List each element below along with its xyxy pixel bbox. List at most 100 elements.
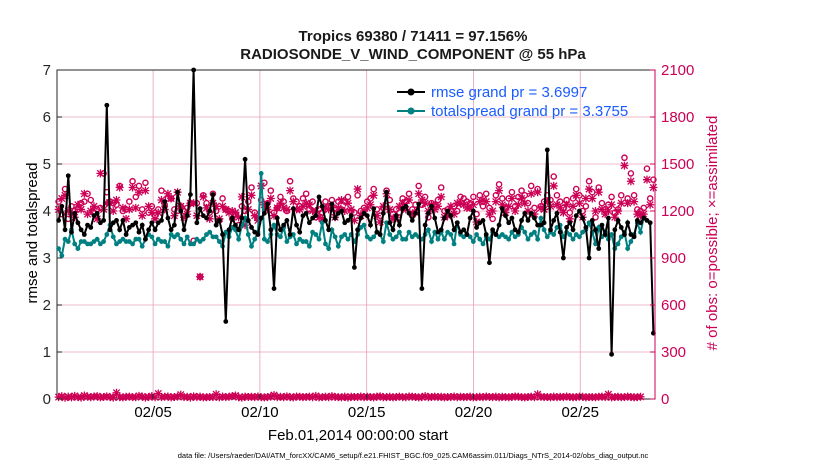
y-axis-left-label: rmse and totalspread	[24, 163, 41, 304]
totalspread-point	[477, 236, 483, 242]
axis-ticks: 02/05 02/10 02/15 02/20 02/25 0 1 2 3 4 5 6 7 0 300 600…	[43, 62, 695, 421]
totalspread-point	[175, 232, 180, 237]
obs-assimilated-marker	[385, 205, 394, 214]
rmse-point	[223, 319, 229, 324]
obs-bottom-marker	[151, 393, 160, 402]
obs-bottom-marker	[311, 391, 320, 400]
rmse-point	[210, 192, 216, 197]
obs-bottom-marker	[231, 391, 240, 400]
rmse-point	[403, 203, 409, 209]
obs-assimilated-marker	[109, 207, 118, 215]
rmse-point	[490, 227, 496, 233]
legend-spread-label: totalspread grand pr = 3.3755	[431, 103, 628, 120]
obs-bottom-marker	[266, 392, 275, 401]
obs-bottom-marker	[343, 393, 352, 402]
rmse-point	[59, 203, 65, 209]
obs-assimilated-marker	[266, 194, 275, 203]
obs-possible-marker	[158, 187, 165, 194]
rmse-point	[69, 229, 74, 235]
totalspread-point	[75, 246, 81, 252]
x-tick-label: 02/05	[134, 404, 172, 421]
totalspread-point	[638, 229, 643, 235]
totalspread-point	[216, 239, 222, 244]
totalspread-point	[544, 234, 550, 240]
obs-bottom-marker	[466, 392, 475, 401]
obs-possible-marker	[267, 187, 275, 194]
rmse-point	[461, 227, 467, 233]
totalspread-point	[207, 229, 213, 235]
rmse-point	[226, 227, 232, 233]
rmse-point	[448, 213, 454, 219]
rmse-point	[255, 232, 261, 237]
rmse-point	[425, 210, 431, 216]
totalspread-point	[335, 243, 341, 249]
obs-assimilated-marker	[212, 202, 221, 211]
obs-assimilated-marker	[315, 213, 324, 222]
totalspread-point	[65, 239, 71, 244]
obs-possible-marker	[81, 198, 88, 205]
obs-assimilated-marker	[533, 188, 542, 197]
obs-bottom-marker	[491, 392, 500, 401]
rmse-point	[551, 218, 557, 223]
rmse-point	[625, 220, 631, 226]
totalspread-point	[451, 241, 457, 247]
obs-possible-marker	[437, 184, 445, 191]
obs-bottom-marker	[340, 392, 349, 401]
obs-possible-marker	[68, 202, 75, 210]
obs-assimilated-marker	[93, 214, 102, 223]
totalspread-point	[535, 236, 541, 242]
rmse-point	[88, 225, 94, 230]
rmse-point	[123, 232, 129, 237]
rmse-point	[377, 232, 383, 237]
obs-bottom-marker	[131, 393, 140, 402]
rmse-point	[647, 220, 653, 226]
rmse-point	[638, 220, 643, 226]
obs-possible-marker	[550, 173, 558, 180]
obs-assimilated-marker	[286, 186, 295, 195]
obs-possible-marker	[640, 204, 648, 212]
obs-bottom-marker	[546, 393, 555, 402]
obs-possible-marker	[129, 177, 136, 185]
obs-assimilated-marker	[112, 196, 121, 205]
rmse-point	[159, 218, 164, 223]
obs-assimilated-marker	[318, 214, 327, 223]
totalspread-point	[249, 243, 254, 249]
obs-assimilated-marker	[446, 202, 455, 211]
rmse-point	[438, 227, 444, 233]
rmse-point	[72, 210, 78, 216]
rmse-point	[387, 220, 393, 226]
totalspread-point	[94, 236, 100, 242]
obs-bottom-marker	[450, 392, 459, 401]
obs-possible-marker	[126, 198, 133, 205]
rmse-point	[139, 222, 145, 228]
obs-bottom-marker	[270, 391, 279, 400]
y-left-tick-label: 7	[43, 62, 51, 79]
rmse-point	[245, 218, 251, 223]
y-left-tick-label: 2	[43, 297, 51, 314]
totalspread-point	[567, 232, 573, 237]
obs-assimilated-marker	[167, 194, 176, 203]
obs-bottom-marker	[237, 393, 246, 402]
totalspread-point	[149, 234, 155, 240]
y-right-tick-label: 1800	[661, 109, 694, 126]
rmse-point	[303, 210, 309, 216]
obs-assimilated-marker	[597, 205, 606, 214]
rmse-point	[326, 227, 332, 233]
y-left-tick-label: 0	[43, 391, 51, 408]
totalspread-point	[393, 234, 399, 240]
series-lines	[56, 67, 656, 357]
rmse-point	[368, 222, 373, 228]
rmse-point	[261, 210, 267, 216]
obs-possible-marker	[508, 188, 516, 196]
y-right-tick-label: 900	[661, 250, 686, 267]
obs-assimilated-marker	[569, 202, 578, 211]
totalspread-point	[615, 241, 621, 247]
y-right-tick-label: 300	[661, 344, 686, 361]
totalspread-point	[59, 253, 65, 259]
obs-possible-marker	[299, 195, 307, 202]
obs-assimilated-marker	[610, 213, 619, 222]
rmse-point	[274, 215, 280, 221]
obs-assimilated-marker	[321, 203, 330, 212]
rmse-point	[570, 227, 576, 233]
